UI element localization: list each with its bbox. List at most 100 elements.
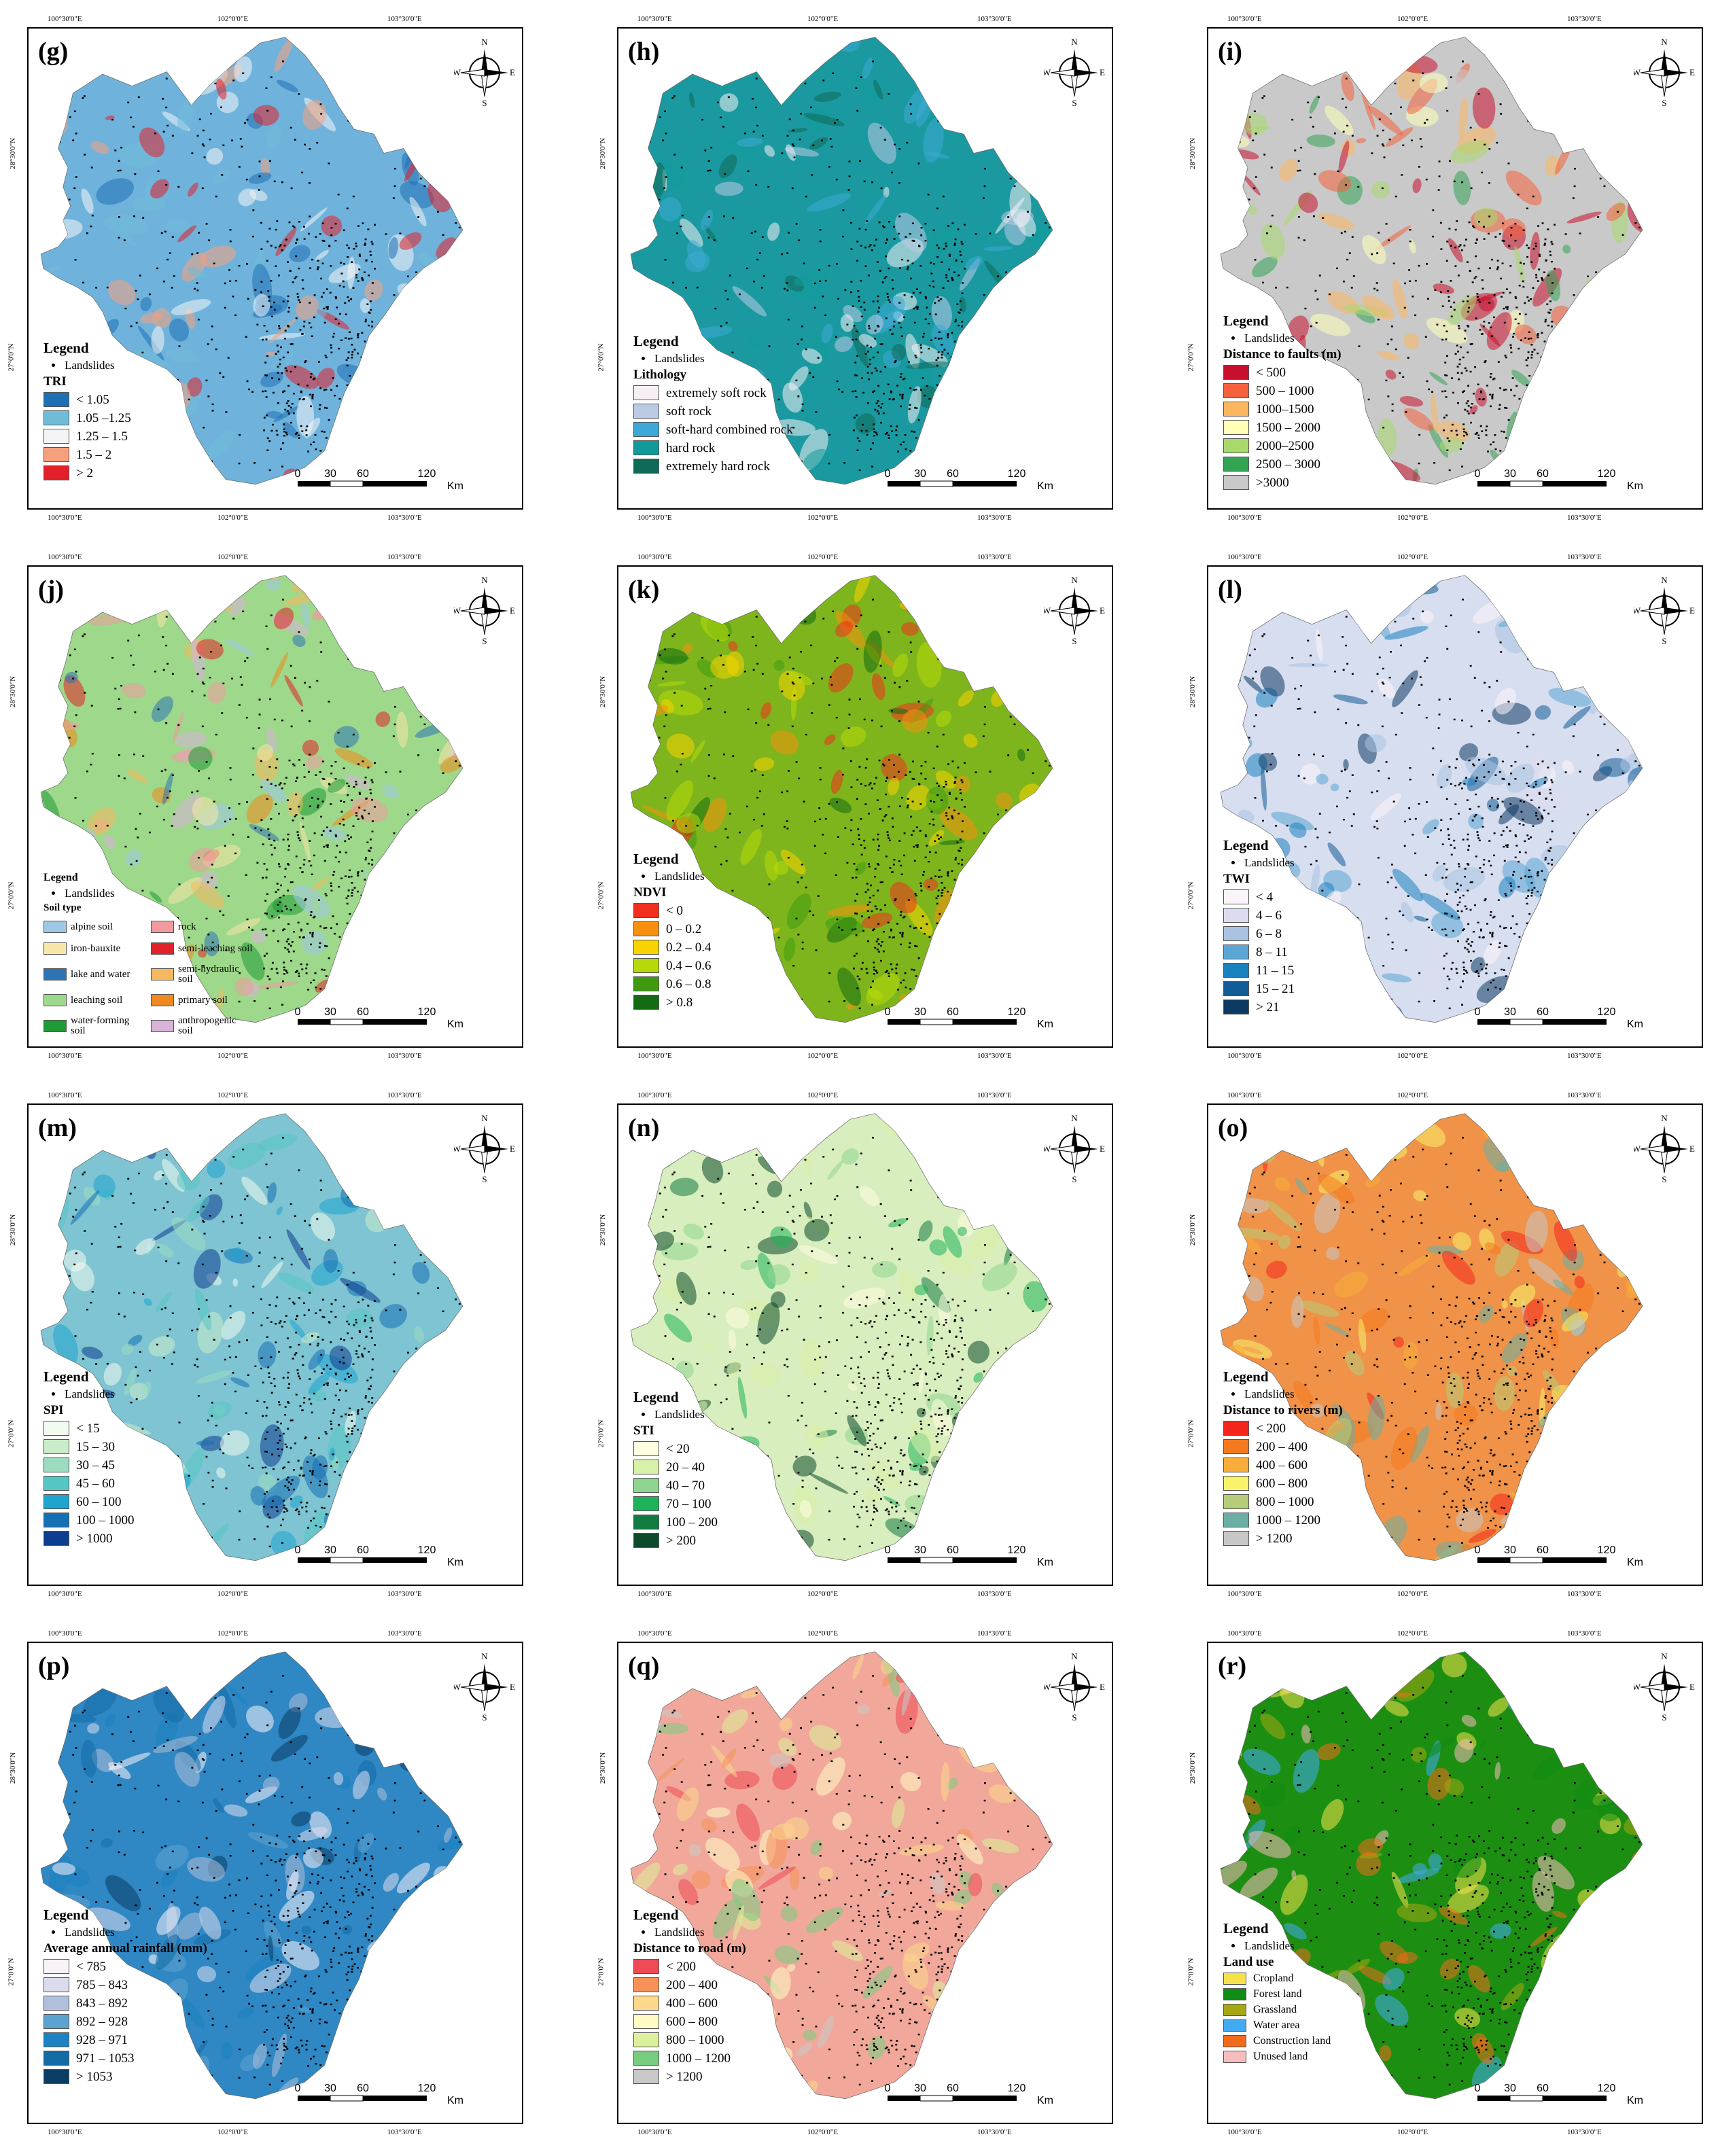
map-class-patch — [150, 891, 162, 903]
landslide-point — [301, 968, 304, 970]
legend-class-entry: soft rock — [633, 404, 793, 419]
landslide-point — [1467, 351, 1469, 353]
landslide-point — [883, 277, 886, 279]
legend-landslides-entry: Landslides — [642, 870, 712, 882]
landslide-point — [856, 260, 858, 262]
landslide-point — [1345, 183, 1348, 186]
landslide-point — [1527, 338, 1530, 340]
landslide-point — [1537, 225, 1539, 227]
landslide-point — [423, 828, 425, 831]
landslide-point — [232, 79, 235, 82]
landslide-point — [67, 611, 69, 613]
legend-class-label: < 0 — [666, 903, 683, 918]
landslide-point — [273, 301, 276, 304]
landslide-point — [1481, 817, 1484, 819]
landslide-point — [1569, 869, 1571, 871]
landslide-point — [863, 839, 866, 842]
landslide-point — [937, 895, 940, 897]
landslide-point — [1344, 230, 1346, 233]
top-longitude-label: 102°0'0"E — [1397, 553, 1428, 561]
legend-class-label: 1500 – 2000 — [1256, 420, 1320, 435]
landslide-point — [141, 351, 144, 354]
landslide-point — [916, 306, 919, 308]
legend-class-entry: > 0.8 — [633, 995, 712, 1010]
landslide-point — [812, 144, 815, 147]
map-class-patch — [719, 93, 739, 112]
landslide-point — [860, 968, 863, 970]
landslide-point — [348, 838, 350, 840]
landslide-point — [260, 222, 262, 224]
landslide-point — [353, 349, 356, 351]
landslide-point — [1462, 423, 1465, 425]
landslide-point — [347, 927, 350, 929]
landslide-point — [949, 364, 951, 366]
landslide-point — [920, 885, 922, 887]
landslide-point — [1618, 147, 1621, 149]
landslide-point — [370, 616, 373, 618]
landslide-point — [1443, 429, 1445, 431]
landslide-point — [1460, 249, 1463, 251]
landslide-point — [357, 871, 360, 873]
landslide-point — [927, 732, 930, 734]
landslide-point — [868, 865, 871, 868]
landslide-point — [828, 1000, 830, 1003]
landslide-point — [1456, 758, 1458, 760]
map-class-patch — [120, 37, 159, 60]
landslide-point — [884, 366, 887, 368]
landslide-point — [873, 430, 876, 433]
legend-swatch — [1223, 402, 1249, 417]
map-class-patch — [169, 318, 190, 342]
landslide-point — [895, 429, 898, 431]
landslide-point — [281, 719, 283, 722]
landslide-point — [664, 259, 667, 261]
landslide-point — [1465, 908, 1468, 910]
landslide-point — [877, 325, 880, 328]
landslide-point — [1566, 648, 1569, 650]
landslide-point — [285, 238, 287, 241]
landslide-point — [442, 234, 444, 236]
landslide-point — [368, 862, 370, 865]
legend-class-label: leaching soil — [71, 994, 123, 1006]
landslide-point — [298, 434, 300, 436]
bottom-longitude-label: 100°30'0"E — [48, 514, 82, 522]
landslide-point — [325, 927, 328, 929]
landslide-point — [371, 864, 374, 866]
landslide-point — [1456, 344, 1458, 347]
map-class-patch — [122, 682, 147, 699]
landslide-point — [959, 874, 962, 877]
landslide-point — [1474, 971, 1477, 973]
landslide-point — [258, 160, 261, 162]
landslide-point — [1617, 94, 1619, 96]
landslide-point — [419, 177, 422, 180]
landslide-point — [1443, 417, 1445, 419]
landslide-point — [1544, 858, 1547, 861]
landslide-point — [791, 725, 794, 728]
landslide-point — [266, 868, 268, 871]
landslide-point — [883, 139, 886, 141]
legend-swatch — [633, 958, 659, 973]
landslide-point — [911, 777, 914, 780]
study-area-map — [40, 37, 463, 485]
landslide-point — [662, 590, 665, 592]
landslide-point — [1464, 875, 1466, 878]
landslides-label: Landslides — [65, 359, 115, 372]
landslide-point — [264, 361, 267, 364]
landslide-point — [299, 329, 302, 331]
landslide-point — [279, 782, 282, 784]
landslide-point — [177, 917, 179, 919]
landslide-point — [370, 438, 372, 440]
map-class-patch — [1356, 138, 1367, 143]
landslide-point — [1316, 836, 1319, 838]
landslide-point — [1371, 253, 1373, 255]
landslide-point — [303, 226, 305, 228]
landslide-point — [824, 817, 827, 820]
landslide-point — [1448, 440, 1451, 442]
study-area-map — [1220, 575, 1643, 1023]
landslide-point — [866, 758, 869, 760]
landslide-point — [784, 826, 786, 828]
landslide-point — [1481, 709, 1484, 712]
map-class-patch — [374, 766, 386, 805]
landslide-dot-icon — [642, 357, 645, 360]
landslide-point — [1351, 379, 1354, 382]
landslide-point — [1439, 291, 1442, 294]
